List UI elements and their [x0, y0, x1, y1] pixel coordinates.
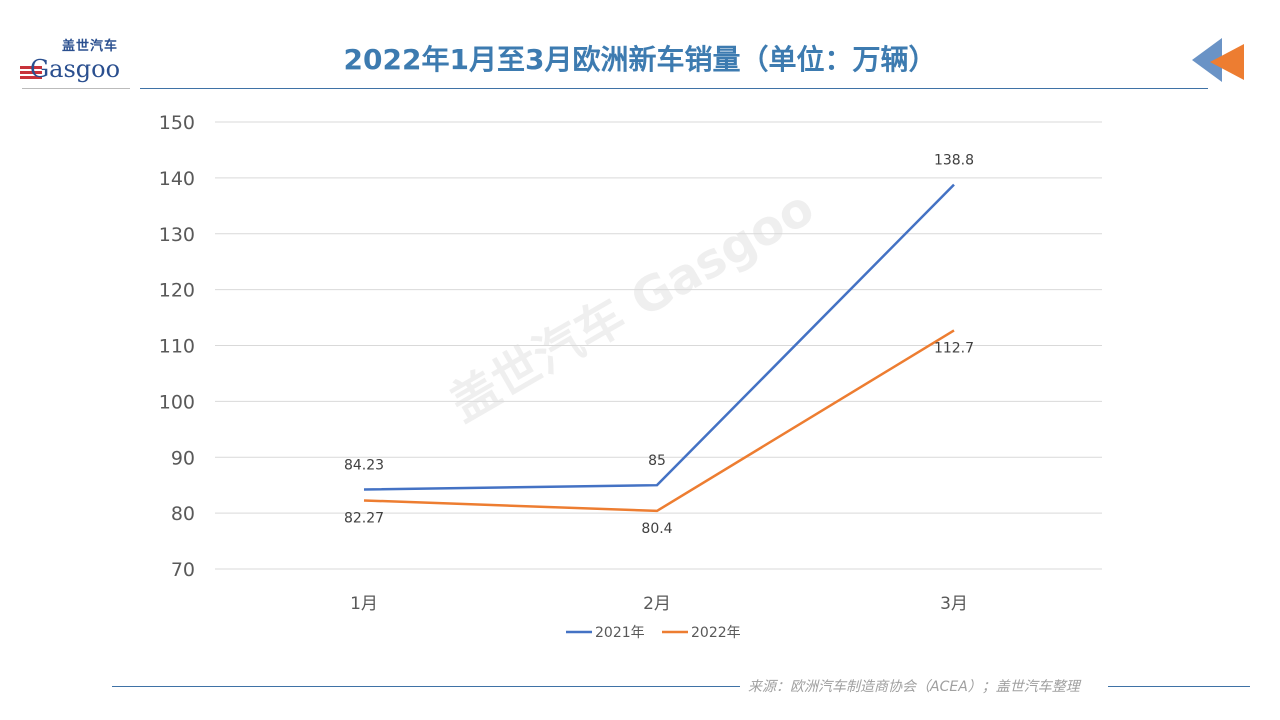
- page-title: 2022年1月至3月欧洲新车销量（单位：万辆）: [343, 43, 937, 76]
- series-line-2022年: [363, 329, 955, 513]
- x-tick-label: 3月: [940, 594, 968, 614]
- data-label: 82.27: [344, 510, 384, 526]
- data-label: 85: [648, 453, 666, 469]
- y-tick-label: 100: [159, 391, 195, 413]
- y-tick-label: 140: [159, 168, 195, 190]
- legend-label: 2022年: [691, 625, 741, 641]
- y-tick-label: 120: [159, 280, 195, 302]
- logo-bars: [20, 66, 42, 81]
- arrow-decoration-icon: [1192, 38, 1244, 82]
- data-label: 112.7: [934, 340, 974, 356]
- y-tick-label: 80: [171, 503, 195, 525]
- logo-en: Gasgoo: [30, 55, 121, 83]
- data-label: 138.8: [934, 153, 974, 169]
- y-tick-label: 70: [171, 559, 195, 581]
- y-tick-label: 90: [171, 447, 195, 469]
- y-tick-label: 110: [159, 336, 195, 358]
- watermark-text: 盖世汽车 Gasgoo: [441, 180, 824, 433]
- source-note: 来源：欧洲汽车制造商协会（ACEA）；盖世汽车整理: [748, 679, 1080, 695]
- x-tick-label: 1月: [350, 594, 378, 614]
- x-tick-label: 2月: [643, 594, 671, 614]
- legend-label: 2021年: [595, 625, 645, 641]
- logo-underline: [22, 88, 130, 89]
- y-tick-label: 130: [159, 224, 195, 246]
- gasgoo-logo: 盖世汽车 Gasgoo: [18, 40, 133, 94]
- data-label: 84.23: [344, 457, 384, 473]
- data-label: 80.4: [641, 521, 672, 537]
- logo-cn: 盖世汽车: [62, 39, 119, 54]
- watermark: 盖世汽车 Gasgoo: [441, 180, 824, 433]
- title-divider: [140, 88, 1208, 89]
- footer-line-right: [1108, 686, 1250, 687]
- series-line-2021年: [363, 183, 955, 491]
- y-tick-label: 150: [159, 112, 195, 134]
- footer-line-left: [112, 686, 740, 687]
